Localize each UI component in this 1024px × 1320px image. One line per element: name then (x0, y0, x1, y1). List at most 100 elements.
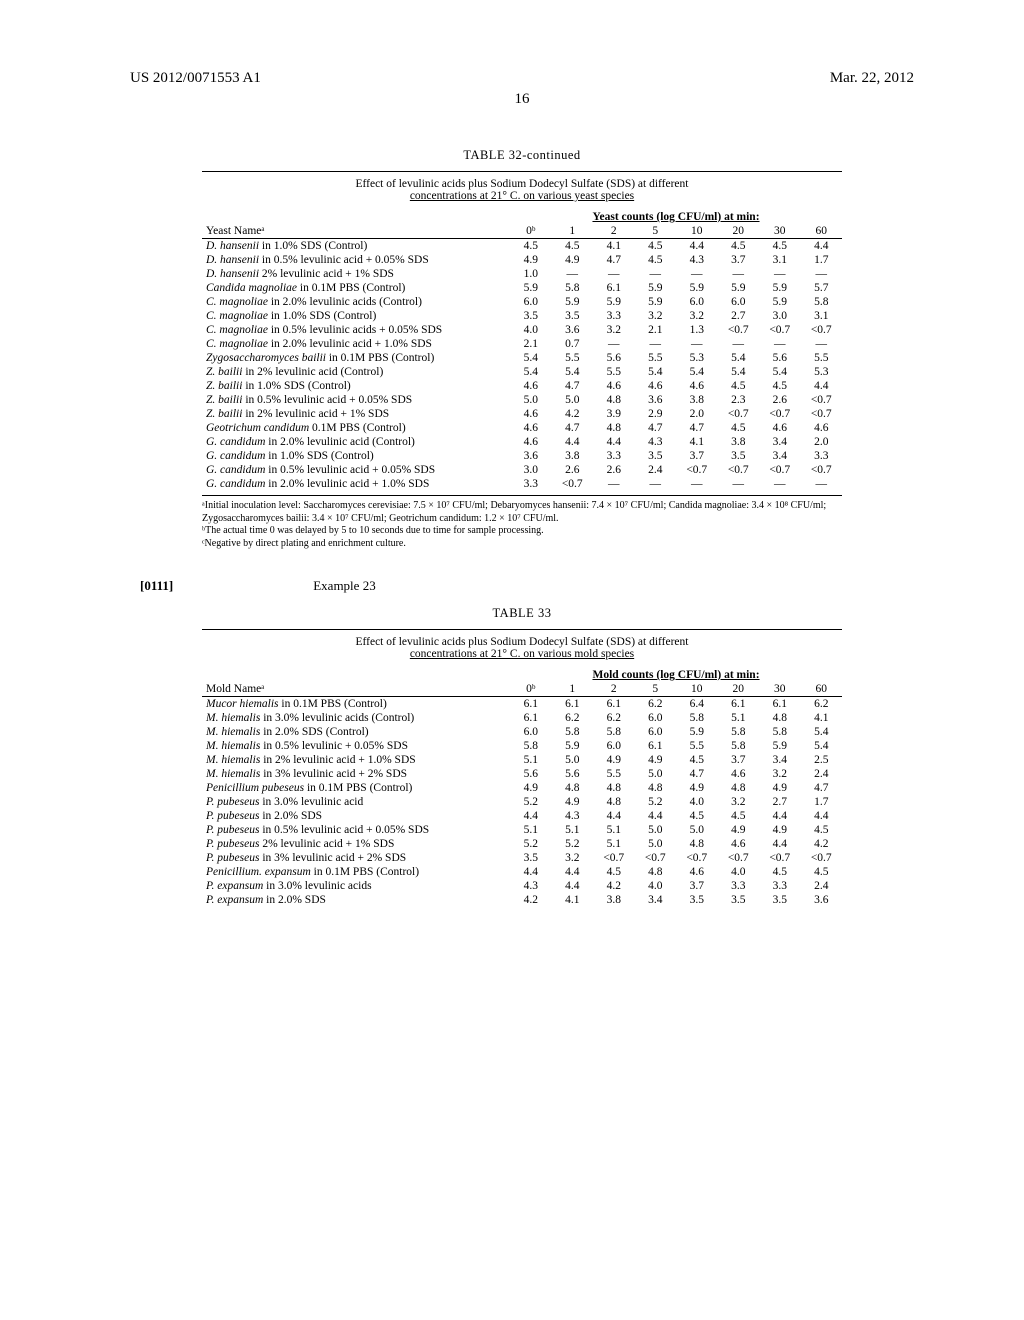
table-row: Z. bailii in 2% levulinic acid + 1% SDS4… (202, 407, 842, 421)
cell: 2.5 (801, 753, 843, 767)
table-row: C. magnoliae in 2.0% levulinic acids (Co… (202, 295, 842, 309)
cell: 4.2 (552, 407, 594, 421)
cell: 3.1 (759, 253, 801, 267)
cell: 2.0 (676, 407, 718, 421)
row-name: P. pubeseus in 2.0% SDS (202, 809, 510, 823)
cell: 2.3 (718, 393, 760, 407)
cell: 5.0 (635, 767, 677, 781)
cell: 2.7 (759, 795, 801, 809)
cell: 3.3 (801, 449, 843, 463)
cell: 3.7 (676, 449, 718, 463)
table-row: P. expansum in 3.0% levulinic acids4.34.… (202, 879, 842, 893)
cell: 3.5 (718, 449, 760, 463)
cell: 5.1 (593, 823, 635, 837)
cell: 3.7 (718, 753, 760, 767)
cell: 3.5 (510, 309, 552, 323)
cell: 1.7 (801, 253, 843, 267)
row-name: G. candidum in 1.0% SDS (Control) (202, 449, 510, 463)
cell: <0.7 (676, 463, 718, 477)
table-row: M. hiemalis in 2% levulinic acid + 1.0% … (202, 753, 842, 767)
cell: 5.8 (552, 725, 594, 739)
cell: 5.5 (593, 767, 635, 781)
cell: 4.9 (552, 253, 594, 267)
cell: 3.3 (718, 879, 760, 893)
cell: 4.9 (635, 753, 677, 767)
cell: 5.4 (718, 351, 760, 365)
cell: 5.9 (593, 295, 635, 309)
cell: 4.5 (718, 809, 760, 823)
cell: 5.2 (635, 795, 677, 809)
cell: 5.9 (635, 295, 677, 309)
row-name: C. magnoliae in 1.0% SDS (Control) (202, 309, 510, 323)
cell: 4.4 (759, 809, 801, 823)
row-name: Zygosaccharomyces bailii in 0.1M PBS (Co… (202, 351, 510, 365)
cell: 2.6 (593, 463, 635, 477)
cell: 4.5 (801, 823, 843, 837)
row-name: G. candidum in 2.0% levulinic acid (Cont… (202, 435, 510, 449)
cell: — (718, 267, 760, 281)
table-row: P. pubeseus in 3.0% levulinic acid5.24.9… (202, 795, 842, 809)
cell: <0.7 (759, 407, 801, 421)
cell: 6.0 (718, 295, 760, 309)
cell: 3.8 (552, 449, 594, 463)
cell: 3.8 (593, 893, 635, 907)
cell: 5.1 (552, 823, 594, 837)
table-row: C. magnoliae in 0.5% levulinic acids + 0… (202, 323, 842, 337)
cell: 3.5 (718, 893, 760, 907)
cell: 3.6 (635, 393, 677, 407)
doc-id: US 2012/0071553 A1 (130, 70, 261, 87)
table-row: M. hiemalis in 3% levulinic acid + 2% SD… (202, 767, 842, 781)
cell: 4.5 (718, 379, 760, 393)
cell: 5.4 (759, 365, 801, 379)
cell: 5.1 (510, 823, 552, 837)
cell: 2.6 (552, 463, 594, 477)
cell: 2.6 (759, 393, 801, 407)
cell: 5.8 (801, 295, 843, 309)
table-row: G. candidum in 1.0% SDS (Control)3.63.8 3… (202, 449, 842, 463)
cell: 4.1 (801, 711, 843, 725)
cell: — (635, 337, 677, 351)
row-name: Penicillium pubeseus in 0.1M PBS (Contro… (202, 781, 510, 795)
cell: 4.6 (676, 865, 718, 879)
table-row: Geotrichum candidum 0.1M PBS (Control)4.… (202, 421, 842, 435)
cell: 5.2 (552, 837, 594, 851)
cell: 4.4 (676, 239, 718, 254)
cell: 4.6 (801, 421, 843, 435)
cell: 3.2 (718, 795, 760, 809)
cell: 5.5 (552, 351, 594, 365)
cell: — (593, 267, 635, 281)
cell: 3.6 (510, 449, 552, 463)
cell: 4.6 (635, 379, 677, 393)
cell: 3.9 (593, 407, 635, 421)
cell: 4.4 (552, 865, 594, 879)
cell: 5.9 (635, 281, 677, 295)
cell: 5.4 (552, 365, 594, 379)
table-32-footnotes: ᵃInitial inoculation level: Saccharomyce… (202, 495, 842, 550)
table-row: Candida magnoliae in 0.1M PBS (Control)5… (202, 281, 842, 295)
cell: 6.0 (510, 725, 552, 739)
cell: 6.2 (801, 697, 843, 712)
row-name: P. expansum in 2.0% SDS (202, 893, 510, 907)
cell: 5.8 (676, 711, 718, 725)
row-name: G. candidum in 2.0% levulinic acid + 1.0… (202, 477, 510, 491)
cell: 6.1 (718, 697, 760, 712)
cell: 3.6 (801, 893, 843, 907)
cell: 5.1 (718, 711, 760, 725)
table-32-title: TABLE 32-continued (202, 148, 842, 163)
cell: 4.9 (510, 253, 552, 267)
cell: — (552, 267, 594, 281)
row-name: M. hiemalis in 3% levulinic acid + 2% SD… (202, 767, 510, 781)
cell: — (801, 267, 843, 281)
cell: 5.9 (552, 739, 594, 753)
cell: — (759, 477, 801, 491)
cell: 4.7 (676, 421, 718, 435)
cell: 4.5 (635, 239, 677, 254)
cell: 6.1 (593, 697, 635, 712)
table-row: Z. bailii in 2% levulinic acid (Control)… (202, 365, 842, 379)
cell: 3.0 (510, 463, 552, 477)
cell: 4.1 (593, 239, 635, 254)
cell: — (801, 477, 843, 491)
row-name: P. pubeseus in 0.5% levulinic acid + 0.0… (202, 823, 510, 837)
cell: 2.0 (801, 435, 843, 449)
table-33-title: TABLE 33 (202, 606, 842, 621)
